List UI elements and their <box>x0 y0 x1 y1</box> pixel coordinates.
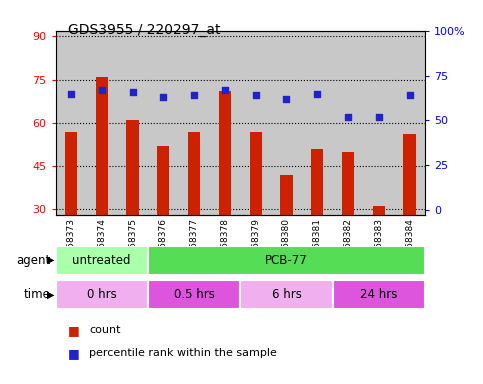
Bar <box>127 120 139 215</box>
Bar <box>271 31 302 215</box>
Text: time: time <box>24 288 51 301</box>
Bar <box>56 246 148 275</box>
Bar <box>342 152 354 215</box>
Bar <box>148 280 241 309</box>
Bar <box>219 91 231 215</box>
Bar <box>280 175 293 215</box>
Text: 24 hrs: 24 hrs <box>360 288 398 301</box>
Text: GDS3955 / 220297_at: GDS3955 / 220297_at <box>68 23 220 37</box>
Bar <box>96 77 108 215</box>
Bar <box>179 31 210 215</box>
Bar <box>364 31 394 215</box>
Bar <box>65 131 77 215</box>
Bar <box>188 131 200 215</box>
Text: 6 hrs: 6 hrs <box>271 288 301 301</box>
Bar <box>86 31 117 215</box>
Text: 0 hrs: 0 hrs <box>87 288 116 301</box>
Bar <box>117 31 148 215</box>
Bar <box>241 280 333 309</box>
Point <box>159 94 167 100</box>
Bar <box>333 31 364 215</box>
Bar <box>250 131 262 215</box>
Text: ▶: ▶ <box>47 290 55 300</box>
Point <box>98 87 106 93</box>
Bar <box>56 31 86 215</box>
Text: count: count <box>89 325 121 335</box>
Bar <box>240 31 271 215</box>
Point <box>190 92 198 98</box>
Point <box>313 91 321 97</box>
Bar <box>403 134 416 215</box>
Bar <box>148 246 425 275</box>
Point <box>344 114 352 120</box>
Text: ■: ■ <box>68 324 79 337</box>
Point <box>252 92 259 98</box>
Bar <box>210 31 240 215</box>
Text: ■: ■ <box>68 347 79 360</box>
Point <box>375 114 383 120</box>
Text: ▶: ▶ <box>47 255 55 265</box>
Bar <box>333 280 425 309</box>
Bar <box>302 31 333 215</box>
Point <box>67 91 75 97</box>
Text: agent: agent <box>16 254 51 266</box>
Text: PCB-77: PCB-77 <box>265 254 308 266</box>
Bar <box>157 146 170 215</box>
Bar <box>56 280 148 309</box>
Bar <box>373 207 385 215</box>
Point <box>221 87 229 93</box>
Text: percentile rank within the sample: percentile rank within the sample <box>89 348 277 358</box>
Bar <box>311 149 324 215</box>
Point <box>406 92 413 98</box>
Bar <box>394 31 425 215</box>
Text: 0.5 hrs: 0.5 hrs <box>174 288 214 301</box>
Text: untreated: untreated <box>72 254 131 266</box>
Point <box>128 89 136 95</box>
Bar <box>148 31 179 215</box>
Point <box>283 96 290 102</box>
